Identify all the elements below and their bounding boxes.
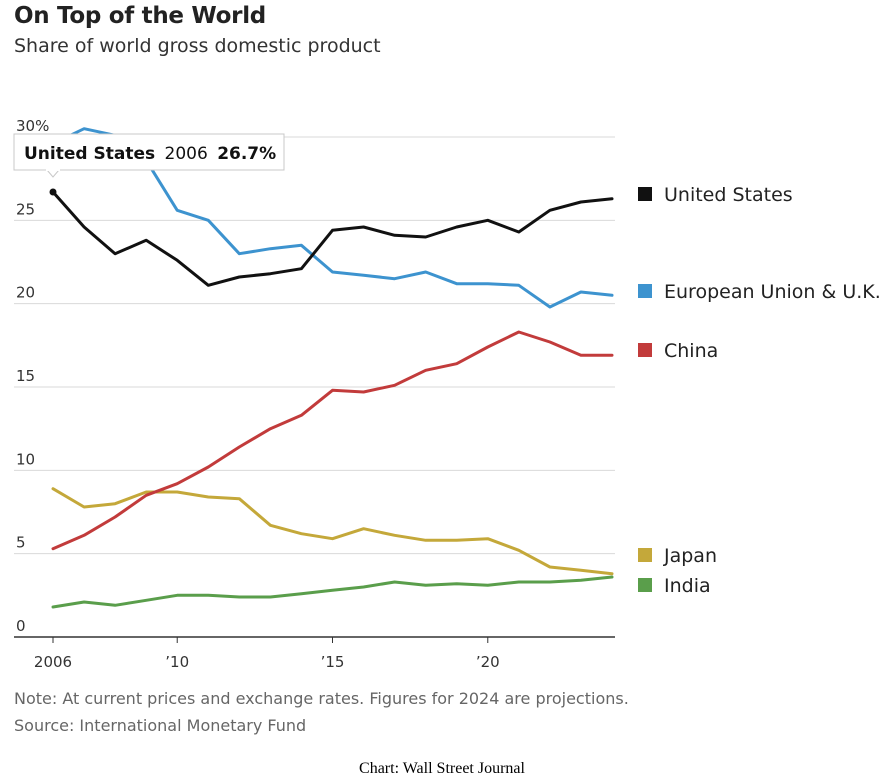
legend-label: Japan xyxy=(663,545,717,567)
legend-swatch xyxy=(638,343,652,357)
legend-item: China xyxy=(638,340,718,362)
highlight-point xyxy=(49,188,57,196)
y-tick-label: 15 xyxy=(16,367,35,385)
legend-item: European Union & U.K. xyxy=(638,281,881,303)
series-line-united-states xyxy=(51,190,614,287)
line-chart: 30% 25 20 15 10 5 0 2006 ’10 ’15 ’20 United State… xyxy=(13,117,881,671)
chart-credit: Chart: Wall Street Journal xyxy=(359,760,525,777)
legend-item: Japan xyxy=(638,545,717,567)
x-tick-label: ’15 xyxy=(321,653,345,671)
series-line-japan xyxy=(51,487,614,576)
y-tick-label: 5 xyxy=(16,534,26,552)
legend-swatch xyxy=(638,187,652,201)
tooltip-series: United States xyxy=(24,144,155,164)
tooltip-text: United States 2006 26.7% xyxy=(24,144,276,164)
chart-note: Note: At current prices and exchange rat… xyxy=(14,689,629,708)
series-line-china xyxy=(51,330,614,551)
legend-swatch xyxy=(638,578,652,592)
x-tick-label: ’10 xyxy=(165,653,189,671)
chart-source: Source: International Monetary Fund xyxy=(14,716,307,735)
chart-subtitle: Share of world gross domestic product xyxy=(14,35,381,57)
legend-swatch xyxy=(638,284,652,298)
legend-label: European Union & U.K. xyxy=(664,281,881,303)
tooltip-value: 26.7% xyxy=(217,144,276,164)
legend-swatch xyxy=(638,548,652,562)
legend-label: China xyxy=(664,340,718,362)
tooltip-year: 2006 xyxy=(165,144,208,164)
x-tick-label: 2006 xyxy=(34,653,72,671)
y-tick-label: 20 xyxy=(16,284,35,302)
series-line-india xyxy=(51,575,614,609)
y-tick-label: 10 xyxy=(16,450,35,468)
y-tick-label: 30% xyxy=(16,117,49,135)
tooltip: United States 2006 26.7% xyxy=(13,133,285,178)
tooltip-box xyxy=(13,133,285,171)
x-tick-label: ’20 xyxy=(476,653,500,671)
legend-label: India xyxy=(664,575,711,597)
legend-label: United States xyxy=(664,184,793,206)
legend-item: India xyxy=(638,575,711,597)
tooltip-pointer xyxy=(45,169,61,178)
legend-item: United States xyxy=(638,184,793,206)
y-tick-label: 25 xyxy=(16,200,35,218)
chart-title: On Top of the World xyxy=(14,3,266,29)
y-tick-label: 0 xyxy=(16,617,26,635)
